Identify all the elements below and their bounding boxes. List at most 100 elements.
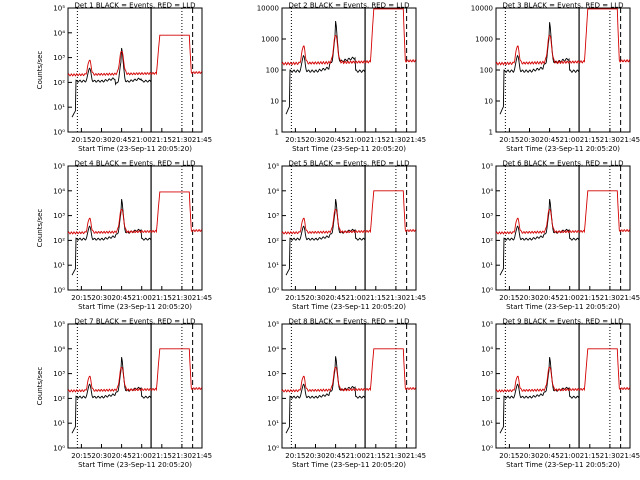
x-tick-label: 21:00	[560, 136, 580, 144]
x-tick-label: 21:00	[132, 452, 152, 460]
x-tick-label: 20:30	[91, 294, 111, 302]
plot-frame	[281, 323, 417, 449]
x-axis-label: Start Time (23-Sep-11 20:05:20)	[506, 303, 620, 311]
x-tick-label: 20:30	[91, 452, 111, 460]
x-tick-label: 20:45	[326, 136, 346, 144]
y-tick-label: 10⁵	[267, 321, 279, 329]
y-tick-label: 10	[270, 98, 279, 106]
x-tick-label: 21:15	[580, 136, 600, 144]
y-tick-label: 10¹	[53, 104, 65, 112]
x-tick-label: 20:15	[285, 294, 305, 302]
series-lld	[281, 190, 417, 235]
plot-title: Det 1 BLACK = Events, RED = LLD	[75, 2, 196, 10]
y-tick-label: 10⁴	[53, 29, 65, 37]
x-tick-label: 21:45	[620, 452, 640, 460]
x-axis-label: Start Time (23-Sep-11 20:05:20)	[78, 303, 192, 311]
x-tick-label: 21:00	[560, 294, 580, 302]
x-tick-label: 21:15	[152, 294, 172, 302]
x-tick-label: 20:15	[71, 452, 91, 460]
y-tick-label: 100	[266, 67, 279, 75]
plot-title: Det 7 BLACK = Events, RED = LLD	[75, 318, 196, 326]
x-axis-label: Start Time (23-Sep-11 20:05:20)	[292, 303, 406, 311]
x-tick-label: 21:15	[152, 136, 172, 144]
y-tick-label: 10²	[267, 237, 279, 245]
series-events	[71, 47, 152, 118]
x-tick-label: 20:30	[519, 136, 539, 144]
y-tick-label: 10³	[53, 54, 65, 62]
x-tick-label: 21:30	[600, 294, 620, 302]
x-tick-label: 21:45	[620, 294, 640, 302]
x-tick-label: 20:45	[540, 136, 560, 144]
x-tick-label: 21:15	[366, 452, 386, 460]
series-lld	[495, 8, 631, 66]
x-tick-label: 21:30	[172, 294, 192, 302]
x-axis-label: Start Time (23-Sep-11 20:05:20)	[292, 145, 406, 153]
x-tick-label: 21:00	[132, 136, 152, 144]
y-tick-label: 10²	[481, 237, 493, 245]
y-tick-label: 10³	[53, 212, 65, 220]
x-tick-label: 21:45	[192, 294, 212, 302]
plot-title: Det 8 BLACK = Events, RED = LLD	[289, 318, 410, 326]
y-tick-label: 10³	[481, 370, 493, 378]
y-tick-label: 10⁰	[481, 445, 493, 453]
y-tick-label: 10⁰	[53, 129, 65, 137]
y-tick-label: 100	[480, 67, 493, 75]
plot-frame	[495, 323, 631, 449]
x-tick-label: 21:45	[406, 452, 426, 460]
x-tick-label: 20:15	[499, 452, 519, 460]
series-events	[499, 199, 580, 276]
plot-title: Det 5 BLACK = Events, RED = LLD	[289, 160, 410, 168]
x-tick-label: 20:45	[112, 136, 132, 144]
y-tick-label: 10⁰	[481, 287, 493, 295]
series-lld	[281, 348, 417, 393]
x-tick-label: 21:45	[620, 136, 640, 144]
y-tick-label: 1	[489, 129, 493, 137]
x-tick-label: 21:30	[386, 294, 406, 302]
y-tick-label: 10⁴	[481, 345, 493, 353]
x-axis-label: Start Time (23-Sep-11 20:05:20)	[506, 145, 620, 153]
x-tick-label: 20:30	[305, 136, 325, 144]
y-tick-label: 10000	[257, 5, 279, 13]
y-tick-label: 10¹	[267, 262, 279, 270]
x-tick-label: 20:30	[305, 294, 325, 302]
y-tick-label: 10⁵	[267, 163, 279, 171]
x-tick-label: 21:15	[366, 294, 386, 302]
y-tick-label: 10⁴	[481, 187, 493, 195]
plot-frame	[67, 323, 203, 449]
plot-title: Det 4 BLACK = Events, RED = LLD	[75, 160, 196, 168]
y-tick-label: 10000	[471, 5, 493, 13]
y-tick-label: 1000	[261, 36, 279, 44]
x-tick-label: 21:45	[406, 136, 426, 144]
y-tick-label: 10⁰	[53, 287, 65, 295]
y-tick-label: 10⁴	[267, 187, 279, 195]
x-tick-label: 20:15	[71, 136, 91, 144]
x-axis-label: Start Time (23-Sep-11 20:05:20)	[506, 461, 620, 469]
plot-frame	[495, 165, 631, 291]
x-tick-label: 21:45	[406, 294, 426, 302]
series-events	[285, 356, 366, 434]
y-tick-label: 10⁴	[267, 345, 279, 353]
series-lld	[281, 8, 417, 66]
x-tick-label: 21:00	[346, 294, 366, 302]
series-events	[499, 357, 580, 434]
x-tick-label: 21:15	[580, 294, 600, 302]
y-tick-label: 10¹	[53, 420, 65, 428]
x-tick-label: 20:30	[305, 452, 325, 460]
y-tick-label: 10²	[53, 79, 65, 87]
x-tick-label: 20:15	[499, 294, 519, 302]
plot-title: Det 2 BLACK = Events, RED = LLD	[289, 2, 410, 10]
x-tick-label: 20:45	[540, 452, 560, 460]
y-tick-label: 10⁵	[53, 321, 65, 329]
y-tick-label: 10¹	[481, 262, 493, 270]
y-tick-label: 10	[484, 98, 493, 106]
y-tick-label: 10⁰	[53, 445, 65, 453]
y-axis-label: Counts/sec	[36, 51, 44, 90]
series-lld	[67, 191, 203, 235]
x-tick-label: 20:30	[519, 452, 539, 460]
x-tick-label: 21:30	[172, 452, 192, 460]
y-tick-label: 10⁴	[53, 345, 65, 353]
series-events	[285, 199, 366, 276]
x-axis-label: Start Time (23-Sep-11 20:05:20)	[292, 461, 406, 469]
y-tick-label: 10⁵	[53, 163, 65, 171]
plot-title: Det 6 BLACK = Events, RED = LLD	[503, 160, 624, 168]
